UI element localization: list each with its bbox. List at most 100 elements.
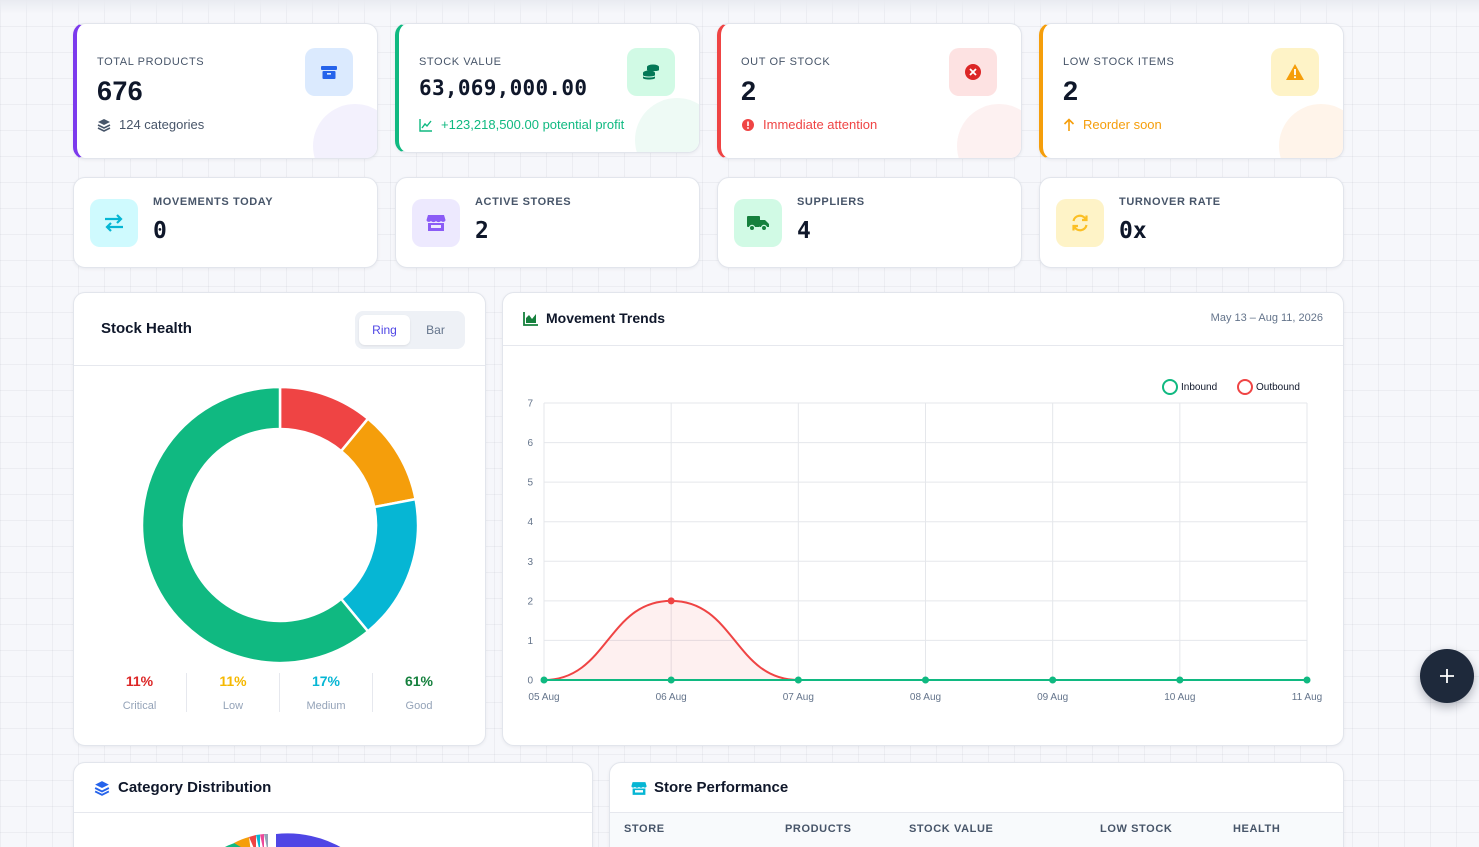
y-tick-label: 4 [527, 517, 533, 528]
legend-name: Medium [306, 700, 346, 712]
legend-marker-inbound[interactable] [1162, 379, 1178, 395]
column-header-health[interactable]: HEALTH [1233, 823, 1281, 835]
warning-icon [1271, 48, 1319, 96]
y-tick-label: 0 [527, 676, 533, 687]
chart-type-toggle: Ring Bar [355, 311, 465, 349]
toggle-bar-button[interactable]: Bar [426, 323, 445, 337]
mini-stat-value: 0x [1119, 218, 1147, 244]
stat-label: OUT OF STOCK [741, 56, 831, 68]
coins-icon [627, 48, 675, 96]
x-tick-label: 08 Aug [910, 692, 941, 703]
stat-sub-text: 124 categories [119, 117, 205, 132]
legend-name: Low [222, 700, 244, 712]
stat-value: 2 [1063, 76, 1079, 106]
y-tick-label: 3 [527, 557, 533, 568]
column-header-stock-value[interactable]: STOCK VALUE [909, 823, 994, 835]
decor-circle [957, 104, 1021, 158]
stat-sub-text: Reorder soon [1083, 117, 1162, 132]
stock-health-panel: Stock Health Ring Bar 11% Critical 11% Low 1… [73, 292, 486, 746]
store-performance-panel: Store Performance STORE PRODUCTS STOCK V… [609, 762, 1344, 847]
legend-item-good: 61% Good [372, 673, 465, 712]
mini-stat-label: MOVEMENTS TODAY [153, 196, 274, 208]
legend-item-critical: 11% Critical [93, 673, 186, 712]
legend-marker-outbound[interactable] [1237, 379, 1253, 395]
column-header-low-stock[interactable]: LOW STOCK [1100, 823, 1173, 835]
y-tick-label: 5 [527, 478, 533, 489]
total-products-card[interactable]: TOTAL PRODUCTS 676 124 categories [73, 23, 378, 159]
panel-title: Stock Health [101, 320, 192, 337]
x-tick-label: 07 Aug [783, 692, 814, 703]
pie-slice [264, 833, 268, 847]
movements-today-card[interactable]: MOVEMENTS TODAY 0 [73, 177, 378, 268]
add-fab-button[interactable] [1420, 649, 1474, 703]
stat-sub: +123,218,500.00 potential profit [419, 117, 624, 132]
data-point-outbound[interactable] [667, 597, 675, 605]
legend-pct: 11% [219, 673, 247, 689]
panel-title: Category Distribution [118, 779, 272, 796]
x-tick-label: 11 Aug [1292, 692, 1322, 703]
y-tick-label: 2 [527, 596, 533, 607]
data-point-inbound[interactable] [1049, 676, 1057, 684]
x-tick-label: 09 Aug [1037, 692, 1068, 703]
active-stores-card[interactable]: ACTIVE STORES 2 [395, 177, 700, 268]
store-icon [631, 782, 647, 795]
stat-sub: Reorder soon [1063, 117, 1162, 132]
suppliers-card[interactable]: SUPPLIERS 4 [717, 177, 1022, 268]
panel-title: Movement Trends [546, 310, 666, 326]
panel-header: Stock Health Ring Bar [74, 293, 485, 366]
data-point-inbound[interactable] [540, 676, 548, 684]
store-icon [412, 199, 460, 247]
turnover-rate-card[interactable]: TURNOVER RATE 0x [1039, 177, 1344, 268]
panel-title: Store Performance [654, 779, 789, 796]
data-point-inbound[interactable] [1303, 676, 1311, 684]
column-header-store[interactable]: STORE [624, 823, 665, 835]
y-tick-label: 7 [527, 399, 533, 410]
mini-stat-value: 4 [797, 218, 811, 244]
column-header-products[interactable]: PRODUCTS [785, 823, 852, 835]
data-point-inbound[interactable] [667, 676, 675, 684]
stat-value: 676 [97, 76, 143, 106]
pie-slice [256, 834, 260, 847]
data-point-inbound[interactable] [794, 676, 802, 684]
pie-slice [276, 833, 341, 847]
mini-stat-label: ACTIVE STORES [475, 196, 572, 208]
stat-value: 63,069,000.00 [419, 76, 588, 100]
legend-pct: 17% [311, 673, 341, 689]
legend-item-medium: 17% Medium [279, 673, 372, 712]
series-area-outbound [544, 600, 1307, 680]
plus-icon [1440, 669, 1454, 683]
mini-stat-label: TURNOVER RATE [1119, 196, 1221, 208]
data-point-inbound[interactable] [1176, 676, 1184, 684]
refresh-icon [1056, 199, 1104, 247]
pie-slice [234, 837, 251, 847]
y-tick-label: 6 [527, 438, 533, 449]
layers-icon [97, 118, 111, 132]
panel-header: Category Distribution [74, 763, 592, 813]
stat-label: STOCK VALUE [419, 56, 502, 68]
x-tick-label: 05 Aug [528, 692, 559, 703]
swap-arrows-icon [90, 199, 138, 247]
x-tick-label: 10 Aug [1164, 692, 1195, 703]
x-tick-label: 06 Aug [656, 692, 687, 703]
low-stock-card[interactable]: LOW STOCK ITEMS 2 Reorder soon [1039, 23, 1344, 159]
data-point-inbound[interactable] [922, 676, 929, 684]
panel-header: Store Performance [610, 763, 1343, 813]
decor-circle [313, 104, 377, 158]
stat-sub-text: Immediate attention [763, 117, 878, 132]
x-circle-icon [949, 48, 997, 96]
stat-sub: Immediate attention [741, 117, 877, 132]
stat-value: 2 [741, 76, 757, 106]
stat-sub: 124 categories [97, 117, 204, 132]
legend-name: Critical [122, 700, 157, 712]
toggle-ring-button[interactable]: Ring [359, 315, 410, 345]
stock-health-donut [140, 385, 420, 665]
legend-label-inbound[interactable]: Inbound [1181, 382, 1217, 393]
legend-label-outbound[interactable]: Outbound [1256, 382, 1300, 393]
donut-segment-good[interactable] [140, 385, 370, 665]
alert-circle-icon [742, 118, 754, 131]
arrow-up-icon [1063, 117, 1075, 131]
stock-value-card[interactable]: STOCK VALUE 63,069,000.00 +123,218,500.0… [395, 23, 700, 153]
truck-icon [734, 199, 782, 247]
date-range[interactable]: May 13 – Aug 11, 2026 [1210, 312, 1323, 324]
out-of-stock-card[interactable]: OUT OF STOCK 2 Immediate attention [717, 23, 1022, 159]
